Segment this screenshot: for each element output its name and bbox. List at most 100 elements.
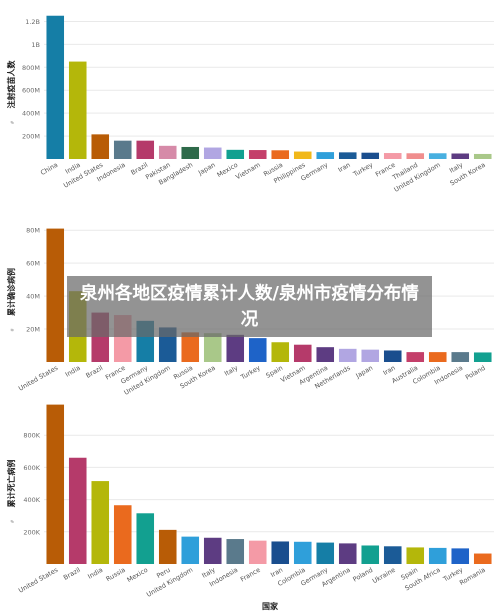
- y-tick-label: 200M: [22, 133, 40, 141]
- bar-japan: [361, 349, 380, 362]
- bar-japan: [203, 147, 222, 159]
- bar-pakistan: [158, 145, 177, 159]
- bar-united-kingdom: [428, 153, 447, 159]
- y-tick-label: 60M: [26, 260, 40, 268]
- x-tick-label: Brazil: [62, 566, 82, 582]
- x-axis-label: 国家: [262, 601, 279, 611]
- y-tick-label: 1B: [31, 41, 40, 49]
- bar-vietnam: [248, 150, 267, 159]
- x-tick-label: Iran: [337, 161, 352, 174]
- y-tick-label: 400M: [22, 110, 40, 118]
- bar-south-korea: [203, 333, 222, 362]
- x-tick-label: China: [39, 161, 59, 177]
- x-tick-label: Russia: [105, 566, 127, 583]
- x-tick-label: United States: [17, 363, 60, 392]
- bar-italy: [226, 334, 245, 362]
- y-axis-unit: #: [10, 328, 16, 332]
- bar-germany: [316, 152, 335, 159]
- y-tick-label: 400K: [23, 496, 40, 504]
- bar-spain: [406, 547, 425, 564]
- chart-panel-3: 200K 400K 600K 800K 累计死亡病例 # United States Braz…: [6, 404, 494, 599]
- x-tick-label: Italy: [223, 364, 239, 378]
- y-axis-unit: #: [10, 120, 16, 124]
- bar-china: [46, 15, 65, 159]
- x-tick-label: Turkey: [351, 161, 374, 179]
- bar-spain: [271, 342, 290, 362]
- x-tick-label: United States: [17, 565, 60, 594]
- bar-south-africa: [428, 547, 447, 564]
- x-tick-label: India: [86, 566, 104, 581]
- y-tick-label: 200K: [23, 528, 40, 536]
- x-tick-label: Ukraine: [371, 566, 397, 585]
- bar-india: [91, 481, 110, 564]
- bar-indonesia: [451, 352, 470, 362]
- bar-russia: [271, 150, 290, 159]
- bar-indonesia: [113, 140, 132, 159]
- x-tick-label: Vietnam: [234, 161, 261, 181]
- bar-romania: [473, 553, 492, 564]
- bar-brazil: [136, 140, 155, 159]
- bar-turkey: [248, 338, 267, 362]
- overlay-title: 泉州各地区疫情累计人数/泉州市疫情分布情况: [80, 283, 419, 330]
- y-axis-unit: #: [10, 519, 16, 523]
- x-tick-label: Poland: [464, 364, 487, 382]
- bar-united-states: [46, 404, 65, 564]
- x-tick-label: Japan: [354, 364, 375, 380]
- bar-turkey: [451, 548, 470, 564]
- bar-mexico: [226, 149, 245, 159]
- bar-australia: [406, 352, 425, 362]
- bar-netherlands: [338, 348, 357, 362]
- y-axis-label: 累计死亡病例: [6, 460, 16, 508]
- bar-thailand: [406, 153, 425, 159]
- bar-poland: [361, 545, 380, 564]
- bar-iran: [383, 350, 402, 362]
- bar-brazil: [68, 457, 87, 564]
- bar-vietnam: [293, 344, 312, 362]
- x-tick-label: Turkey: [239, 364, 262, 382]
- y-tick-label: 600K: [23, 464, 40, 472]
- x-tick-label: India: [64, 364, 82, 379]
- bar-india: [68, 61, 87, 160]
- bar-south-korea: [473, 153, 492, 159]
- bar-turkey: [361, 152, 380, 159]
- bar-indonesia: [226, 539, 245, 564]
- bar-argentina: [316, 347, 335, 362]
- bar-germany: [316, 542, 335, 564]
- bar-united-states: [46, 228, 65, 362]
- bar-iran: [271, 541, 290, 564]
- y-axis-label: 累计确诊病例: [6, 268, 16, 316]
- x-tick-label: Mexico: [126, 566, 150, 584]
- x-tick-label: France: [239, 566, 262, 584]
- y-tick-label: 800K: [23, 432, 40, 440]
- bar-united-kingdom: [181, 536, 200, 564]
- y-tick-label: 800M: [22, 64, 40, 72]
- y-tick-label: 40M: [26, 293, 40, 301]
- bar-philippines: [293, 151, 312, 159]
- bar-bangladesh: [181, 146, 200, 159]
- bar-italy: [203, 537, 222, 564]
- bar-colombia: [428, 352, 447, 362]
- bar-united-states: [91, 134, 110, 159]
- bar-peru: [158, 529, 177, 564]
- x-tick-label: Brazil: [85, 364, 105, 380]
- y-tick-label: 600M: [22, 87, 40, 95]
- y-tick-label: 1.2B: [25, 18, 40, 26]
- y-axis-label: 注射疫苗人数: [6, 60, 16, 109]
- bar-mexico: [136, 513, 155, 564]
- bar-france: [248, 540, 267, 564]
- x-tick-label: Romania: [458, 566, 487, 587]
- y-tick-label: 20M: [26, 326, 40, 334]
- bar-france: [383, 153, 402, 159]
- y-tick-label: 80M: [26, 227, 40, 235]
- bar-russia: [181, 332, 200, 362]
- bar-colombia: [293, 541, 312, 564]
- bar-iran: [338, 152, 357, 159]
- bar-poland: [473, 352, 492, 362]
- bar-russia: [113, 505, 132, 564]
- bar-italy: [451, 153, 470, 159]
- bar-ukraine: [383, 546, 402, 564]
- x-tick-label: Poland: [351, 566, 374, 584]
- x-tick-label: Japan: [196, 161, 217, 177]
- bar-argentina: [338, 543, 357, 564]
